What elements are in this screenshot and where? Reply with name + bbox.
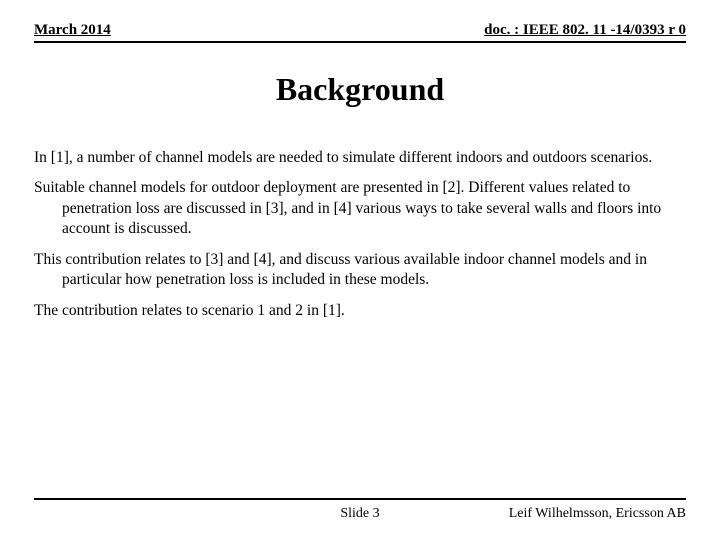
header-doc-ref: doc. : IEEE 802. 11 -14/0393 r 0 (484, 22, 686, 39)
paragraph: The contribution relates to scenario 1 a… (34, 301, 686, 321)
slide-title: Background (34, 71, 686, 108)
body-content: In [1], a number of channel models are n… (34, 148, 686, 321)
header-bar: March 2014 doc. : IEEE 802. 11 -14/0393 … (34, 22, 686, 43)
footer-bar: Slide 3 Leif Wilhelmsson, Ericsson AB (34, 498, 686, 522)
slide-page: March 2014 doc. : IEEE 802. 11 -14/0393 … (0, 0, 720, 540)
header-date: March 2014 (34, 22, 111, 39)
footer-row: Slide 3 Leif Wilhelmsson, Ericsson AB (34, 506, 686, 522)
footer-rule (34, 498, 686, 500)
footer-slide-number: Slide 3 (34, 506, 686, 522)
paragraph: This contribution relates to [3] and [4]… (34, 250, 686, 291)
paragraph: In [1], a number of channel models are n… (34, 148, 686, 168)
paragraph: Suitable channel models for outdoor depl… (34, 178, 686, 239)
